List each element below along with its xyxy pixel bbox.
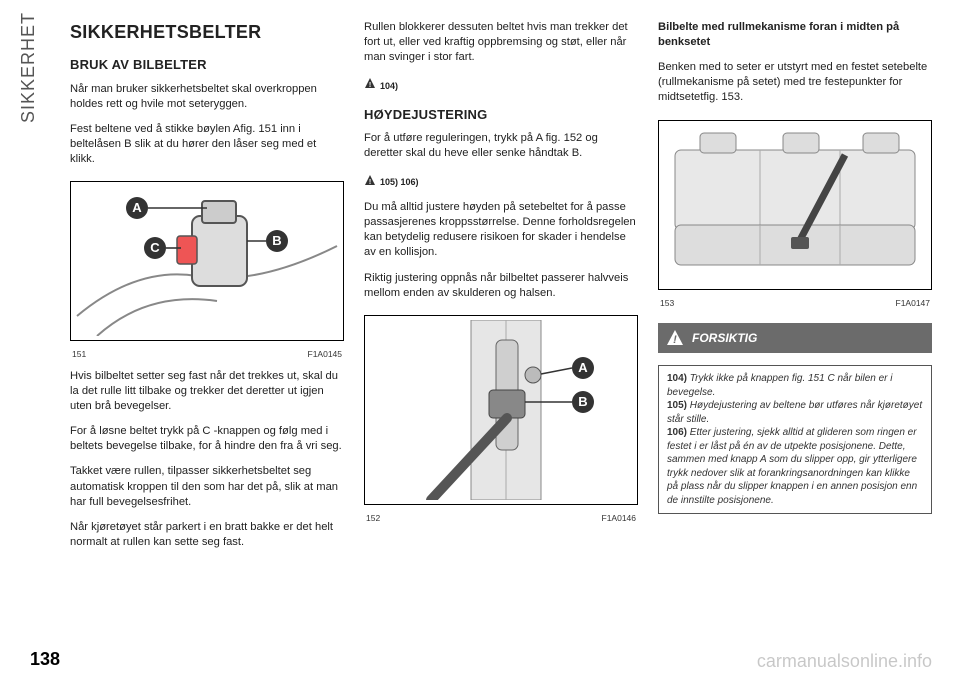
column-3: Bilbelte med rullmekanisme foran i midte… [658, 20, 932, 610]
paragraph: Hvis bilbeltet setter seg fast når det t… [70, 369, 344, 414]
figure-label-a: A [132, 200, 142, 215]
page-number: 138 [30, 649, 60, 670]
column-1: SIKKERHETSBELTER BRUK AV BILBELTER Når m… [70, 20, 344, 610]
svg-text:A: A [578, 360, 588, 375]
figure-code: F1A0147 [896, 298, 931, 309]
column-2: Rullen blokkerer dessuten beltet hvis ma… [364, 20, 638, 610]
paragraph: For å løsne beltet trykk på C -knappen o… [70, 424, 344, 454]
caution-item: 104) Trykk ikke på knappen fig. 151 C nå… [667, 372, 923, 399]
caution-title: FORSIKTIG [692, 330, 757, 346]
paragraph: Når kjøretøyet står parkert i en bratt b… [70, 520, 344, 550]
paragraph: Benken med to seter er utstyrt med en fe… [658, 60, 932, 105]
heading-hoydejustering: HØYDEJUSTERING [364, 106, 638, 124]
paragraph: Riktig justering oppnås når bilbeltet pa… [364, 271, 638, 301]
warning-ref: ! 105) 106) [364, 174, 638, 191]
figure-caption-153: 153 F1A0147 [658, 298, 932, 309]
svg-text:!: ! [369, 82, 371, 89]
svg-text:B: B [578, 394, 587, 409]
paragraph: Du må alltid justere høyden på setebelte… [364, 200, 638, 260]
figure-152: A B [364, 315, 638, 505]
figure-151: A B C [70, 181, 344, 341]
caution-header: ! FORSIKTIG [658, 323, 932, 353]
warning-icon: ! [666, 329, 684, 347]
figure-number: 151 [72, 349, 86, 360]
paragraph: Takket være rullen, tilpasser sikkerhets… [70, 464, 344, 509]
heading-bilbelte-rullmekanisme: Bilbelte med rullmekanisme foran i midte… [658, 20, 932, 50]
caution-item: 106) Etter justering, sjekk alltid at gl… [667, 426, 923, 507]
heading-bruk-av-bilbelter: BRUK AV BILBELTER [70, 56, 344, 74]
figure-caption-151: 151 F1A0145 [70, 349, 344, 360]
paragraph: Når man bruker sikkerhetsbeltet skal ove… [70, 82, 344, 112]
figure-label-b: B [272, 233, 281, 248]
figure-code: F1A0145 [308, 349, 343, 360]
manual-page: SIKKERHET SIKKERHETSBELTER BRUK AV BILBE… [0, 0, 960, 678]
figure-caption-152: 152 F1A0146 [364, 513, 638, 524]
warning-ref: ! 104) [364, 77, 638, 94]
heading-sikkerhetsbelter: SIKKERHETSBELTER [70, 20, 344, 44]
warning-numbers: 105) 106) [380, 176, 419, 188]
figure-label-c: C [150, 240, 160, 255]
columns: SIKKERHETSBELTER BRUK AV BILBELTER Når m… [70, 20, 932, 610]
section-tab: SIKKERHET [18, 12, 39, 123]
watermark: carmanualsonline.info [757, 651, 932, 672]
warning-numbers: 104) [380, 80, 398, 92]
figure-number: 153 [660, 298, 674, 309]
paragraph: Fest beltene ved å stikke bøylen Afig. 1… [70, 122, 344, 167]
caution-body: 104) Trykk ikke på knappen fig. 151 C nå… [658, 365, 932, 514]
figure-code: F1A0146 [602, 513, 637, 524]
warning-icon: ! [364, 174, 376, 191]
svg-text:!: ! [369, 179, 371, 186]
figure-153 [658, 120, 932, 290]
paragraph: For å utføre reguleringen, trykk på A fi… [364, 131, 638, 161]
paragraph: Rullen blokkerer dessuten beltet hvis ma… [364, 20, 638, 65]
caution-item: 105) Høydejustering av beltene bør utfør… [667, 399, 923, 426]
warning-icon: ! [364, 77, 376, 94]
figure-number: 152 [366, 513, 380, 524]
svg-text:!: ! [673, 334, 677, 346]
